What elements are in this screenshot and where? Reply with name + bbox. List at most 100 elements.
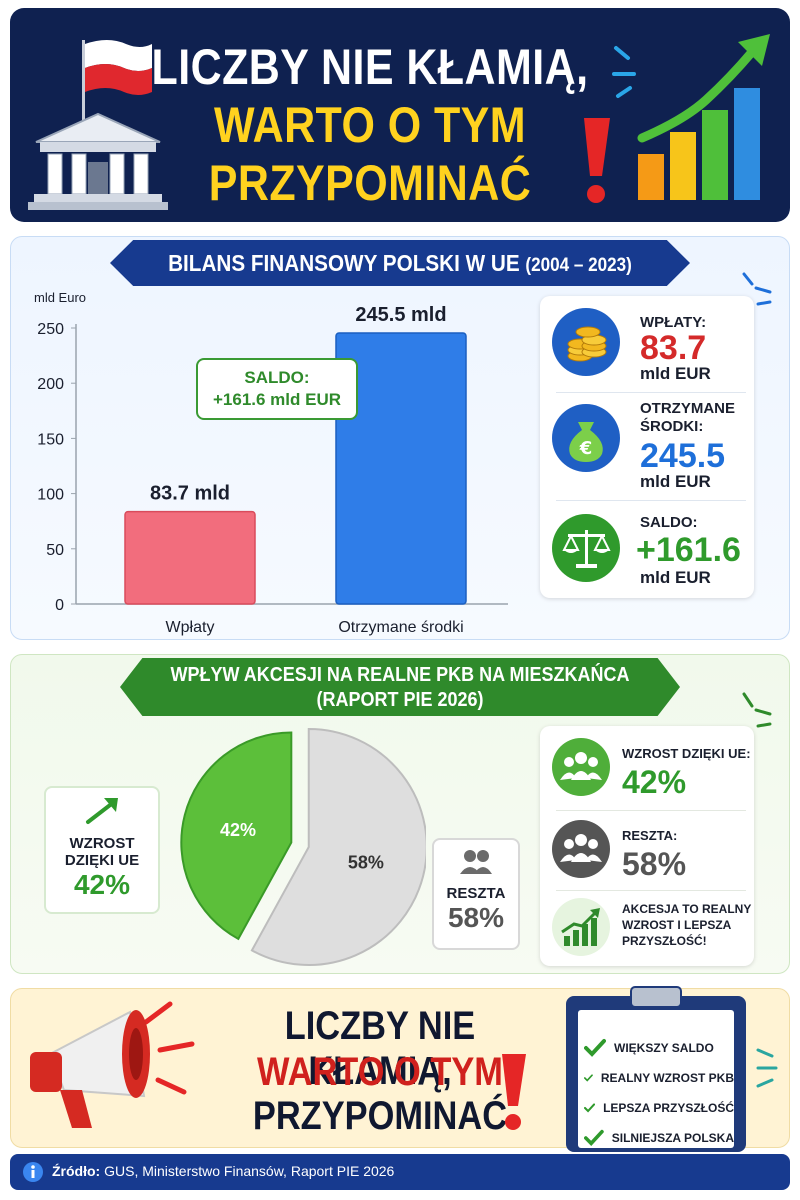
pie-chart: 42% 58% [180,727,426,966]
y-tick-label: 150 [37,431,64,448]
rest-callout-label: RESZTA [446,885,506,902]
pie-slice [180,731,293,941]
bar-data-label: 245.5 mld [355,304,446,326]
received-unit: mld EUR [640,472,711,491]
received-label-line1: OTRZYMANE [640,400,735,417]
megaphone-icon [30,1001,195,1128]
growth-callout-value: 42% [73,869,131,900]
accession-line1: AKCESJA TO REALNY [622,902,752,916]
bar [124,510,256,605]
section2-banner: WPŁYW AKCESJI NA REALNE PKB NA MIESZKAŃC… [120,658,680,716]
payments-label: WPŁATY: [640,314,707,331]
sparkle-icon [742,272,772,306]
divider [556,890,746,891]
checklist-item: REALNY WZROST PKB [584,1064,734,1092]
clipboard-clip [630,986,682,1008]
section2-subtitle: (RAPORT PIE 2026) [316,689,484,711]
divider [556,392,746,393]
bar [335,332,467,605]
divider [556,810,746,811]
bar-data-label: 83.7 mld [150,483,230,505]
rest-callout-value: 58% [447,902,505,933]
header-title-line1: LICZBY NIE KŁAMIĄ, [151,39,589,95]
payments-unit: mld EUR [640,364,711,383]
checkmark-icon [584,1074,593,1082]
sparkle-icon [742,692,772,728]
saldo-callout-value: +161.6 mld EUR [212,390,342,409]
sparkle-icon [612,46,636,98]
footer-title-line3: PRZYPOMINAĆ [252,1094,508,1138]
checklist [578,1010,734,1148]
saldo-unit: mld EUR [640,568,711,587]
y-tick-label: 0 [55,597,64,614]
scales-icon [552,514,620,582]
rest-callout-box: RESZTA 58% [432,838,520,950]
footer-title-line2: WARTO O TYM [257,1050,503,1094]
checklist-item: WIĘKSZY SALDO [584,1034,734,1062]
checklist-item: LEPSZA PRZYSZŁOŚĆ [584,1094,734,1122]
checklist-item: SILNIEJSZA POLSKA [584,1124,734,1152]
exclamation-icon [584,118,610,203]
group-icon [552,738,610,796]
y-tick-label: 100 [37,487,64,504]
payments-value: 83.7 [640,329,707,367]
source-label: Źródło: [52,1163,101,1179]
divider [556,500,746,501]
checkmark-icon [584,1103,596,1113]
y-tick-label: 200 [37,376,64,393]
checklist-item-label: REALNY WZROST PKB [600,1071,734,1085]
header-title-line3: PRZYPOMINAĆ [208,155,532,211]
checkmark-icon [584,1129,604,1146]
received-value: 245.5 [640,437,726,475]
rest-card-label: RESZTA: [622,828,678,843]
money-bag-icon: € [552,404,620,472]
government-building-icon [28,40,168,210]
svg-text:€: € [579,438,593,459]
x-category-label: Wpłaty [166,619,215,636]
checklist-item-label: WIĘKSZY SALDO [614,1041,714,1055]
growth-card-label: WZROST DZIĘKI UE: [622,746,751,761]
checkmark-icon [584,1039,606,1057]
section1-period: (2004 – 2023) [525,255,632,276]
group-icon [460,850,492,874]
accession-line3: PRZYSZŁOŚĆ! [622,934,707,948]
checklist-items: WIĘKSZY SALDO REALNY WZROST PKB LEPSZA PRZ… [584,1034,734,1154]
saldo-callout: SALDO: +161.6 mld EUR [196,358,358,420]
pie-data-label: 42% [220,820,256,840]
footer-title-line1: LICZBY NIE KŁAMIĄ, [284,1004,476,1093]
checklist-item-label: LEPSZA PRZYSZŁOŚĆ [603,1101,734,1115]
arrow-up-right-icon [86,798,118,824]
accession-line2: WZROST I LEPSZA [622,918,732,932]
x-category-label: Otrzymane środki [338,619,463,636]
growth-callout-label-line1: WZROST [69,835,135,852]
y-tick-label: 50 [46,542,64,559]
coins-icon [552,308,620,376]
growth-card-value: 42% [622,764,687,800]
pie-slice [250,727,426,966]
saldo-callout-label: SALDO: [244,368,310,387]
y-tick-label: 250 [37,321,64,338]
source-text: GUS, Ministerstwo Finansów, Raport PIE 2… [104,1163,395,1179]
saldo-label: SALDO: [640,514,698,531]
header-title-line2: WARTO O TYM [213,97,527,153]
info-icon [23,1162,43,1182]
header-banner: LICZBY NIE KŁAMIĄ, WARTO O TYM PRZYPOMIN… [10,8,790,222]
growth-bars-icon [637,34,770,200]
exclamation-icon [502,1054,526,1130]
pie-data-label: 58% [348,853,384,873]
rest-card-value: 58% [622,846,687,882]
growth-chart-icon [552,898,610,956]
group-icon [552,820,610,878]
y-axis-label: mld Euro [34,290,86,305]
checklist-item-label: SILNIEJSZA POLSKA [611,1131,734,1145]
growth-callout-box: WZROST DZIĘKI UE 42% [44,786,160,914]
bar-chart: mld Euro 0 50 100 150 200 250 83.7 mld Wpłaty 245… [34,290,508,636]
section1-title: BILANS FINANSOWY POLSKI W UE [168,250,520,276]
section1-banner: BILANS FINANSOWY POLSKI W UE (2004 – 202… [110,240,690,286]
received-label-line2: ŚRODKI: [640,418,704,435]
growth-callout-label-line2: DZIĘKI UE [64,852,140,869]
source-bar: Źródło: GUS, Ministerstwo Finansów, Rapo… [10,1154,790,1190]
section2-title: WPŁYW AKCESJI NA REALNE PKB NA MIESZKAŃC… [170,664,630,686]
sparkle-icon [756,1048,778,1088]
saldo-value: +161.6 [636,531,741,569]
